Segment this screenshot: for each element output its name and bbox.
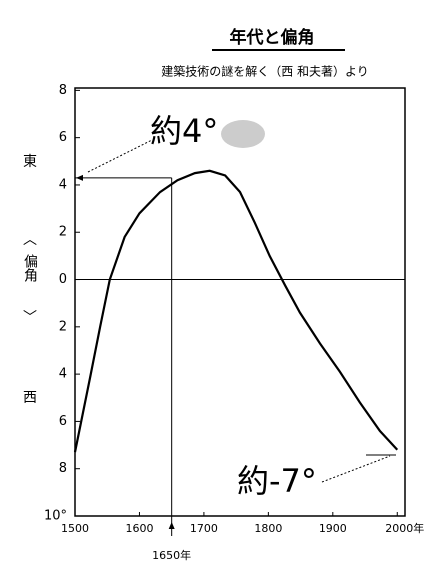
y-label-top: 東 [23,154,37,170]
y-tick-label: 0 [59,272,67,287]
y-tick-label: 8 [59,83,67,98]
leader [321,455,391,483]
x-tick-label: 1900 [319,522,347,535]
smudge [221,120,265,148]
data-line [73,169,399,453]
y-label-mid: 偏角 [22,254,38,283]
marker-label: 1650年 [152,548,191,562]
x-tick-label: 1500 [61,522,89,535]
x-tick-label: 2000年 [385,521,424,535]
y-paren: ﹀ [23,310,37,326]
y-paren: ︿ [23,232,37,248]
chart-subtitle: 建築技術の謎を解く（西 和夫著）より [161,64,369,79]
x-tick-label: 1700 [190,522,218,535]
y-label-bottom: 西 [23,390,37,406]
chart-title: 年代と偏角 [230,27,315,48]
y-tick-label: 2 [59,319,67,334]
x-tick-label: 1600 [125,522,153,535]
annotation: 約-7° [237,462,317,500]
plot-frame [74,87,406,517]
y-tick-label: 4 [59,367,67,382]
arrow-head [76,174,83,181]
y-tick-label: 4 [59,177,67,192]
y-tick-label: 6 [59,414,67,429]
y-tick-label: 10° [44,509,67,524]
y-tick-label: 8 [59,461,67,476]
y-tick-label: 2 [59,225,67,240]
x-tick-label: 1800 [254,522,282,535]
arrow-head [168,522,175,529]
y-tick-label: 6 [59,130,67,145]
leader [87,139,153,173]
annotation: 約4° [150,112,218,150]
